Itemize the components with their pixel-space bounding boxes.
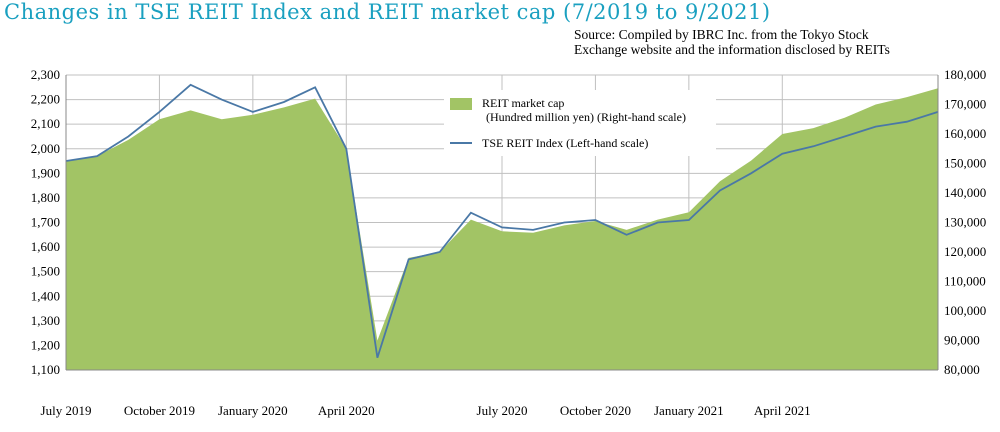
y-right-tick-label: 120,000	[944, 244, 986, 259]
y-right-tick-label: 110,000	[944, 274, 986, 289]
source-line-2: Exchange website and the information dis…	[574, 42, 890, 57]
y-right-tick-label: 90,000	[944, 333, 980, 348]
y-left-tick-label: 1,800	[31, 190, 60, 205]
x-tick-label: April 2021	[754, 403, 811, 418]
y-left-tick-label: 1,200	[31, 337, 60, 352]
legend-area-swatch	[450, 98, 472, 110]
y-left-tick-label: 2,300	[31, 67, 60, 82]
y-right-tick-label: 180,000	[944, 67, 986, 82]
x-tick-label: January 2021	[654, 403, 724, 418]
legend-box	[444, 90, 716, 156]
legend-line-label: TSE REIT Index (Left-hand scale)	[482, 136, 648, 150]
x-tick-label: July 2020	[477, 403, 528, 418]
market-cap-area	[66, 88, 938, 371]
y-left-tick-label: 1,600	[31, 239, 60, 254]
y-left-tick-label: 2,000	[31, 141, 60, 156]
market-cap-series	[66, 88, 938, 371]
y-right-tick-label: 170,000	[944, 97, 986, 112]
x-tick-label: January 2020	[218, 403, 288, 418]
x-tick-label: July 2019	[41, 403, 92, 418]
reit-index-line	[65, 83, 939, 358]
x-tick-label: October 2019	[124, 403, 195, 418]
chart-title: Changes in TSE REIT Index and REIT marke…	[4, 0, 771, 24]
y-right-tick-label: 140,000	[944, 185, 986, 200]
reit-index-series	[65, 83, 939, 358]
y-left-tick-label: 1,500	[31, 264, 60, 279]
x-tick-label: October 2020	[560, 403, 631, 418]
y-left-tick-label: 2,100	[31, 116, 60, 131]
y-right-tick-label: 130,000	[944, 215, 986, 230]
y-left-tick-label: 1,700	[31, 215, 60, 230]
legend-area-label: REIT market cap	[482, 96, 564, 110]
y-right-tick-label: 160,000	[944, 126, 986, 141]
legend-area-label-2: (Hundred million yen) (Right-hand scale)	[486, 110, 686, 124]
x-tick-label: April 2020	[318, 403, 375, 418]
y-right-tick-label: 80,000	[944, 362, 980, 377]
y-right-tick-label: 100,000	[944, 303, 986, 318]
source-note: Source: Compiled by IBRC Inc. from the T…	[574, 27, 994, 57]
axes: 1,100 1,200 1,300 1,400 1,500 1,600 1,700 1,800…	[31, 67, 987, 418]
y-left-tick-label: 1,300	[31, 313, 60, 328]
y-left-tick-label: 1,900	[31, 165, 60, 180]
y-left-tick-label: 2,200	[31, 92, 60, 107]
y-left-tick-label: 1,100	[31, 362, 60, 377]
y-right-tick-label: 150,000	[944, 156, 986, 171]
source-line-1: Source: Compiled by IBRC Inc. from the T…	[574, 27, 869, 42]
y-left-tick-label: 1,400	[31, 288, 60, 303]
legend: REIT market cap (Hundred million yen) (R…	[444, 90, 716, 156]
